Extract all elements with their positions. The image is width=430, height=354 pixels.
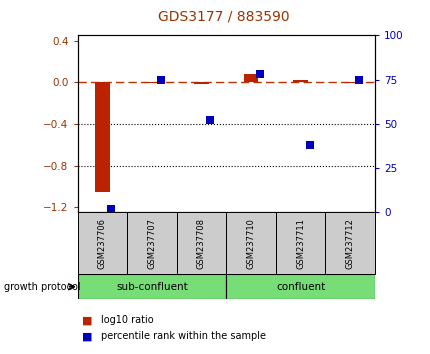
FancyBboxPatch shape [325,212,374,274]
Bar [194,82,209,84]
FancyBboxPatch shape [77,274,226,299]
Text: confluent: confluent [275,282,325,292]
FancyBboxPatch shape [226,212,275,274]
Bar [292,80,307,82]
Text: log10 ratio: log10 ratio [101,315,154,325]
FancyBboxPatch shape [77,212,127,274]
Text: percentile rank within the sample: percentile rank within the sample [101,331,266,341]
Text: GSM237708: GSM237708 [197,218,206,269]
Point [206,118,213,123]
Point [256,72,263,77]
Point [305,142,312,148]
Text: sub-confluent: sub-confluent [116,282,187,292]
Text: GSM237711: GSM237711 [295,218,304,269]
Text: growth protocol: growth protocol [4,282,81,292]
Text: GDS3177 / 883590: GDS3177 / 883590 [158,9,289,23]
Point [355,77,362,82]
Point [157,77,164,82]
FancyBboxPatch shape [127,212,176,274]
Text: ■: ■ [82,315,92,325]
Bar [144,82,159,83]
FancyBboxPatch shape [226,274,374,299]
Text: ■: ■ [82,331,92,341]
Bar [95,82,110,192]
Point [108,206,114,212]
Text: GSM237712: GSM237712 [345,218,354,269]
FancyBboxPatch shape [275,212,325,274]
Bar [342,82,357,83]
Text: GSM237707: GSM237707 [147,218,156,269]
Text: GSM237710: GSM237710 [246,218,255,269]
Bar [243,74,258,82]
Text: GSM237706: GSM237706 [98,218,107,269]
FancyBboxPatch shape [176,212,226,274]
